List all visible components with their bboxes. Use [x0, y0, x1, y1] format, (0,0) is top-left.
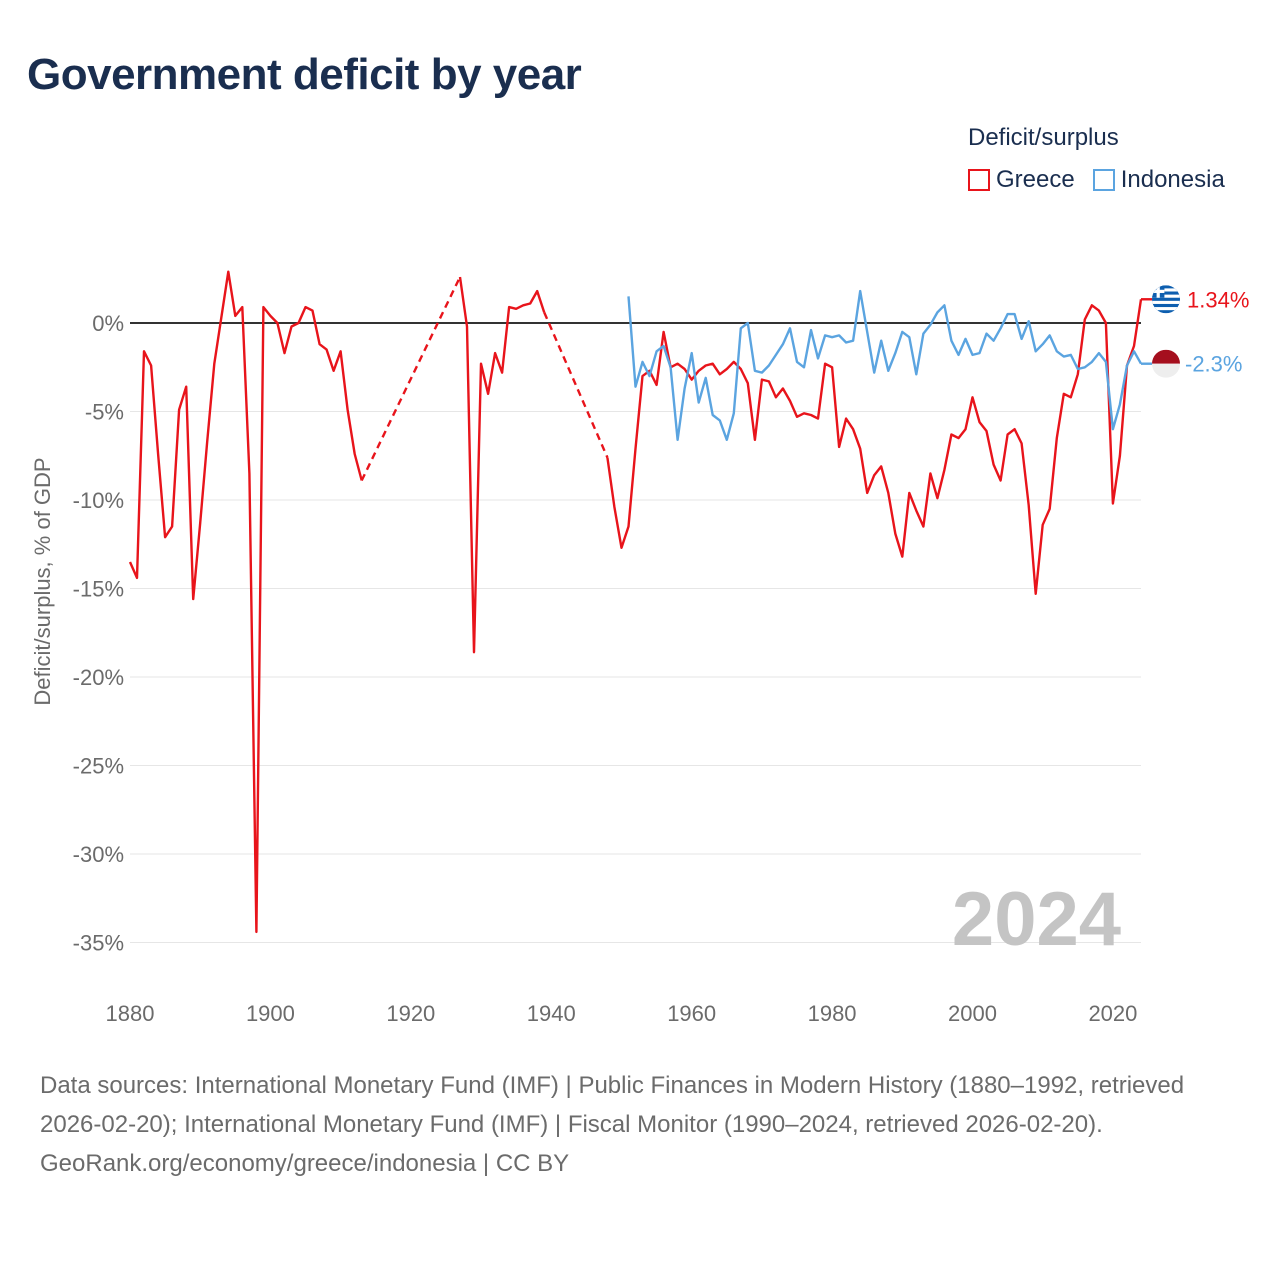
- greece-gap-line: [360, 276, 462, 482]
- x-tick-label: 1920: [386, 1001, 435, 1026]
- legend-swatch-indonesia: [1092, 169, 1115, 191]
- indonesia-end-value: -2.3%: [1185, 352, 1242, 377]
- greece-series-line: [128, 270, 1143, 934]
- y-tick-label: 0%: [92, 311, 124, 336]
- legend-swatch-greece: [968, 169, 990, 191]
- y-tick-label: -10%: [73, 488, 124, 513]
- y-tick-label: -25%: [73, 754, 124, 779]
- credit-line[interactable]: GeoRank.org/economy/greece/indonesia | C…: [40, 1150, 570, 1177]
- y-axis-label: Deficit/surplus, % of GDP: [30, 457, 55, 705]
- indonesia-series-line: [627, 289, 1143, 441]
- greece-flag-stripe: [1152, 294, 1180, 298]
- greece-flag-cross-v: [1156, 285, 1160, 298]
- x-tick-label: 1980: [808, 1001, 857, 1026]
- greece-flag-stripe: [1152, 300, 1180, 304]
- y-tick-label: -35%: [73, 931, 124, 956]
- year-label: 2024: [952, 877, 1121, 962]
- legend-label-indonesia: Indonesia: [1120, 166, 1225, 193]
- footer: Data sources: International Monetary Fun…: [40, 1066, 1240, 1183]
- y-tick-label: -20%: [73, 665, 124, 690]
- x-tick-label: 1960: [667, 1001, 716, 1026]
- greece-end-value: 1.34%: [1187, 287, 1249, 312]
- x-tick-label: 1880: [106, 1001, 155, 1026]
- chart-title: Government deficit by year: [27, 50, 582, 99]
- x-tick-label: 2020: [1088, 1001, 1137, 1026]
- line-chart: 0% -5% -10% -15% -20% -25% -30% -35% 1880 1900 192…: [30, 270, 1249, 1026]
- legend-item-greece[interactable]: Greece: [968, 166, 1075, 194]
- greece-flag-stripe: [1152, 307, 1180, 311]
- x-tick-label: 2000: [948, 1001, 997, 1026]
- legend-item-indonesia[interactable]: Indonesia: [1092, 166, 1225, 194]
- x-tick-label: 1940: [527, 1001, 576, 1026]
- y-tick-label: -15%: [73, 577, 124, 602]
- data-sources: Data sources: International Monetary Fun…: [40, 1072, 1185, 1138]
- indonesia-flag-red: [1152, 349, 1180, 364]
- y-tick-label: -5%: [85, 400, 124, 425]
- legend-title: Deficit/surplus: [968, 124, 1119, 151]
- greece-flag-icon: [1152, 285, 1180, 314]
- indonesia-flag-white: [1152, 363, 1180, 378]
- legend-label-greece: Greece: [996, 166, 1075, 193]
- x-tick-label: 1900: [246, 1001, 295, 1026]
- indonesia-flag-icon: [1152, 349, 1180, 378]
- greece-flag-stripe: [1152, 288, 1180, 292]
- y-tick-label: -30%: [73, 842, 124, 867]
- legend: Greece Indonesia: [968, 166, 1225, 194]
- greece-gap-line: [543, 311, 609, 458]
